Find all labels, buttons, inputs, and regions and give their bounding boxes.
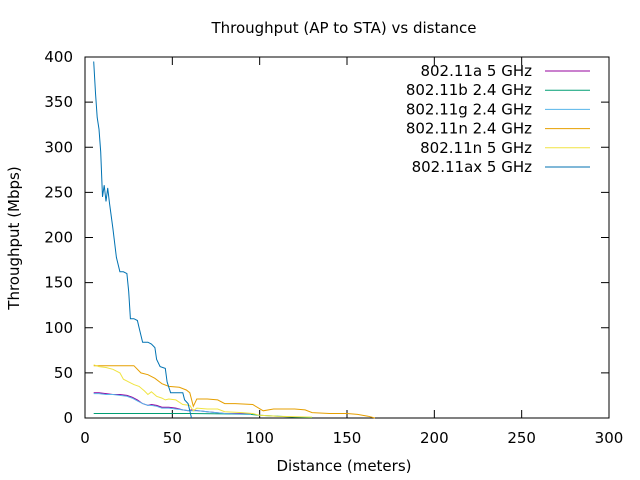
legend-label: 802.11n 2.4 GHz xyxy=(406,120,532,138)
x-tick-label: 250 xyxy=(507,429,536,447)
y-tick-label: 250 xyxy=(44,183,73,201)
y-tick-label: 50 xyxy=(54,364,73,382)
y-tick-label: 100 xyxy=(44,319,73,337)
legend-label: 802.11ax 5 GHz xyxy=(412,158,533,176)
y-tick-label: 300 xyxy=(44,138,73,156)
y-tick-label: 350 xyxy=(44,93,73,111)
y-axis: 0 50 100 150 200 250 300 350 400 xyxy=(44,48,609,427)
chart-title: Throughput (AP to STA) vs distance xyxy=(210,19,476,37)
legend-label: 802.11b 2.4 GHz xyxy=(406,81,532,99)
x-tick-label: 200 xyxy=(420,429,449,447)
series-line xyxy=(93,413,313,418)
x-tick-label: 100 xyxy=(245,429,274,447)
y-tick-label: 400 xyxy=(44,48,73,66)
legend-label: 802.11g 2.4 GHz xyxy=(406,100,532,118)
x-axis-label: Distance (meters) xyxy=(277,457,412,475)
series-line xyxy=(93,365,376,419)
series-lines xyxy=(93,61,376,419)
y-axis-label: Throughput (Mbps) xyxy=(5,166,23,310)
series-line xyxy=(93,393,251,415)
x-axis: 0 50 100 150 200 250 300 xyxy=(80,57,623,447)
series-line xyxy=(93,61,192,419)
y-tick-label: 150 xyxy=(44,274,73,292)
legend-label: 802.11n 5 GHz xyxy=(420,139,532,157)
y-tick-label: 200 xyxy=(44,229,73,247)
series-line xyxy=(93,364,313,418)
legend-label: 802.11a 5 GHz xyxy=(420,62,532,80)
y-tick-label: 0 xyxy=(63,409,73,427)
x-tick-label: 300 xyxy=(595,429,624,447)
x-tick-label: 50 xyxy=(163,429,182,447)
x-tick-label: 150 xyxy=(333,429,362,447)
x-tick-label: 0 xyxy=(80,429,90,447)
